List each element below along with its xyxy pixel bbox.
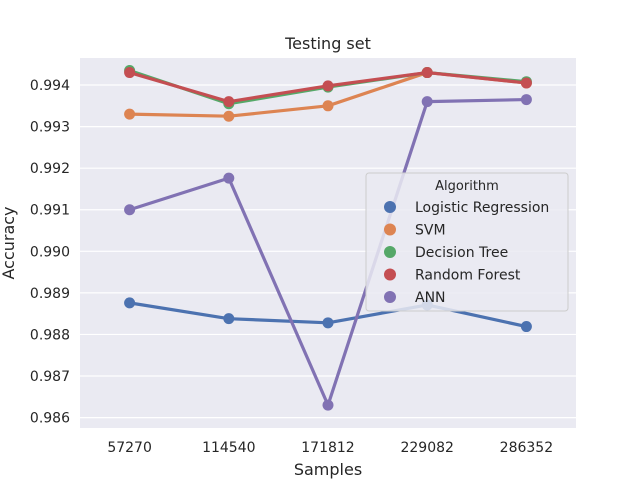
data-point xyxy=(520,77,532,89)
data-point xyxy=(223,96,235,108)
legend-marker xyxy=(384,268,396,281)
data-point xyxy=(124,204,136,216)
legend-title: Algorithm xyxy=(435,179,499,194)
x-tick-label: 114540 xyxy=(202,440,255,456)
y-tick-label: 0.992 xyxy=(30,161,70,177)
x-tick-label: 171812 xyxy=(301,440,354,456)
legend-label: SVM xyxy=(415,223,446,239)
legend-label: Decision Tree xyxy=(415,245,508,261)
legend-items: Logistic Regression SVM Decision Tree Rando… xyxy=(384,200,549,306)
data-point xyxy=(322,317,334,329)
data-point xyxy=(421,67,433,79)
chart-title: Testing set xyxy=(284,34,371,53)
y-tick-label: 0.993 xyxy=(30,120,70,136)
data-point xyxy=(322,100,334,112)
y-tick-label: 0.987 xyxy=(30,369,70,385)
series-ann xyxy=(124,94,532,411)
data-point xyxy=(124,67,136,79)
y-tick-label: 0.990 xyxy=(30,244,70,260)
legend-label: Logistic Regression xyxy=(415,200,549,216)
legend-label: Random Forest xyxy=(415,268,521,284)
series-layer xyxy=(124,64,532,411)
legend-box xyxy=(365,172,569,312)
y-tick-label: 0.986 xyxy=(30,411,70,427)
y-tick-labels: 0.986 0.987 0.988 0.989 0.990 0.991 0.992 0.993… xyxy=(30,78,70,427)
y-tick-label: 0.991 xyxy=(30,203,70,219)
legend-marker xyxy=(384,291,396,303)
data-point xyxy=(322,80,334,92)
data-point xyxy=(520,321,532,333)
data-point xyxy=(421,96,433,108)
legend: Algorithm Logistic Regression SVM Decision… xyxy=(365,172,569,312)
data-point xyxy=(223,172,235,184)
legend-marker xyxy=(384,246,396,258)
x-tick-label: 286352 xyxy=(500,440,553,456)
legend-marker xyxy=(384,223,396,236)
x-tick-label: 229082 xyxy=(400,440,453,456)
x-tick-label: 57270 xyxy=(107,440,152,456)
legend-label: ANN xyxy=(415,290,446,306)
x-tick-labels: 57270 114540 171812 229082 286352 xyxy=(107,440,553,456)
grid-lines xyxy=(80,84,576,419)
data-point xyxy=(124,297,136,309)
y-tick-label: 0.989 xyxy=(30,286,70,302)
data-point xyxy=(223,110,235,122)
y-tick-label: 0.994 xyxy=(30,78,70,94)
data-point xyxy=(520,94,532,106)
y-tick-label: 0.988 xyxy=(30,327,70,343)
x-axis-title: Samples xyxy=(294,460,362,479)
legend-marker xyxy=(384,201,396,213)
data-point xyxy=(322,399,334,411)
data-point xyxy=(124,108,136,120)
y-axis-title: Accuracy xyxy=(0,206,18,279)
data-point xyxy=(223,313,235,325)
series-random-forest xyxy=(124,67,532,108)
